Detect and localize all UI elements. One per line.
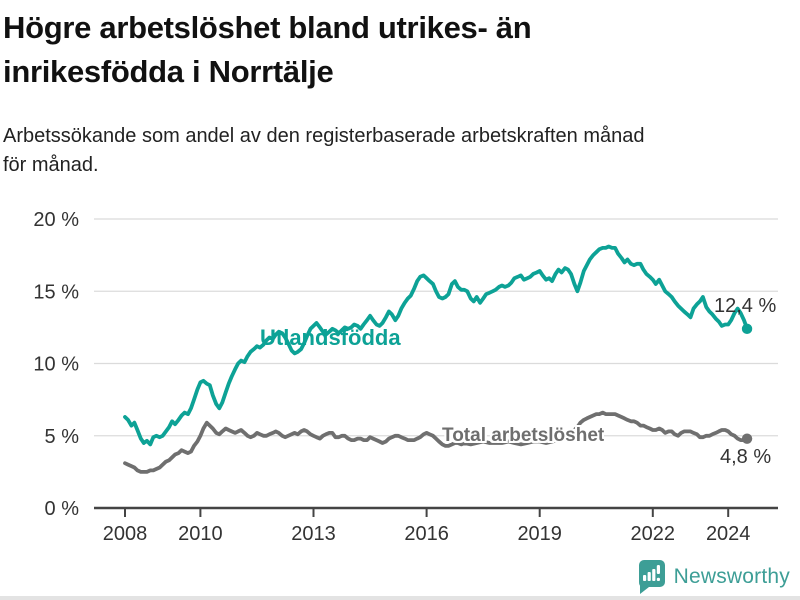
y-tick-label-20: 20 % [33,209,79,231]
y-tick-label-5: 5 % [45,426,80,448]
chart-canvas: 0 % 5 % 10 % 15 % 20 % 2008 2010 2013 2016 2019 20… [33,209,778,545]
x-tick-label-2013: 2013 [291,523,336,545]
page-title-line1: Högre arbetslöshet bland utrikes- än [3,10,532,45]
y-tick-label-0: 0 % [45,498,80,520]
y-tick-label-15: 15 % [33,281,79,303]
end-value-total: 4,8 % [720,446,772,468]
chart-subtitle-line2: för månad. [3,154,99,176]
y-tick-label-10: 10 % [33,354,79,376]
x-tick-label-2019: 2019 [517,523,562,545]
unemployment-line-chart: 0 % 5 % 10 % 15 % 20 % 2008 2010 2013 2016 2019 20… [0,195,800,545]
logo-bar-1 [642,575,646,581]
newsworthy-branding: Newsworthy [636,558,790,596]
logo-exclamation-dot [656,577,660,581]
newsworthy-logo-icon [638,560,665,594]
x-tick-label-2010: 2010 [178,523,223,545]
series-line-total [123,410,749,474]
page-title-line2: inrikesfödda i Norrtälje [3,54,334,89]
page-title: Högre arbetslöshet bland utrikes- än inr… [3,6,703,94]
logo-bar-3 [651,569,656,581]
series-end-dot-total [741,433,753,444]
chart-subtitle-line1: Arbetssökande som andel av den registerb… [3,125,645,147]
newsworthy-wordmark: Newsworthy [673,565,790,588]
series-label-total-arbetsloshet: Total arbetslöshet [442,425,605,446]
logo-bubble-shape [638,560,665,594]
series-label-utlandsfodda: Utlandsfödda [260,325,401,350]
series-end-dot-utlandsfodda [741,323,753,335]
x-tick-label-2024: 2024 [706,523,751,545]
chart-subtitle: Arbetssökande som andel av den registerb… [3,122,799,180]
bottom-divider [0,596,800,600]
x-tick-label-2016: 2016 [404,523,449,545]
x-tick-label-2008: 2008 [103,523,148,545]
series-line-utlandsfodda [123,244,749,447]
logo-bar-2 [647,572,651,581]
end-value-utlandsfodda: 12,4 % [714,295,777,317]
x-tick-label-2022: 2022 [631,523,676,545]
logo-exclamation-stem [656,565,660,574]
